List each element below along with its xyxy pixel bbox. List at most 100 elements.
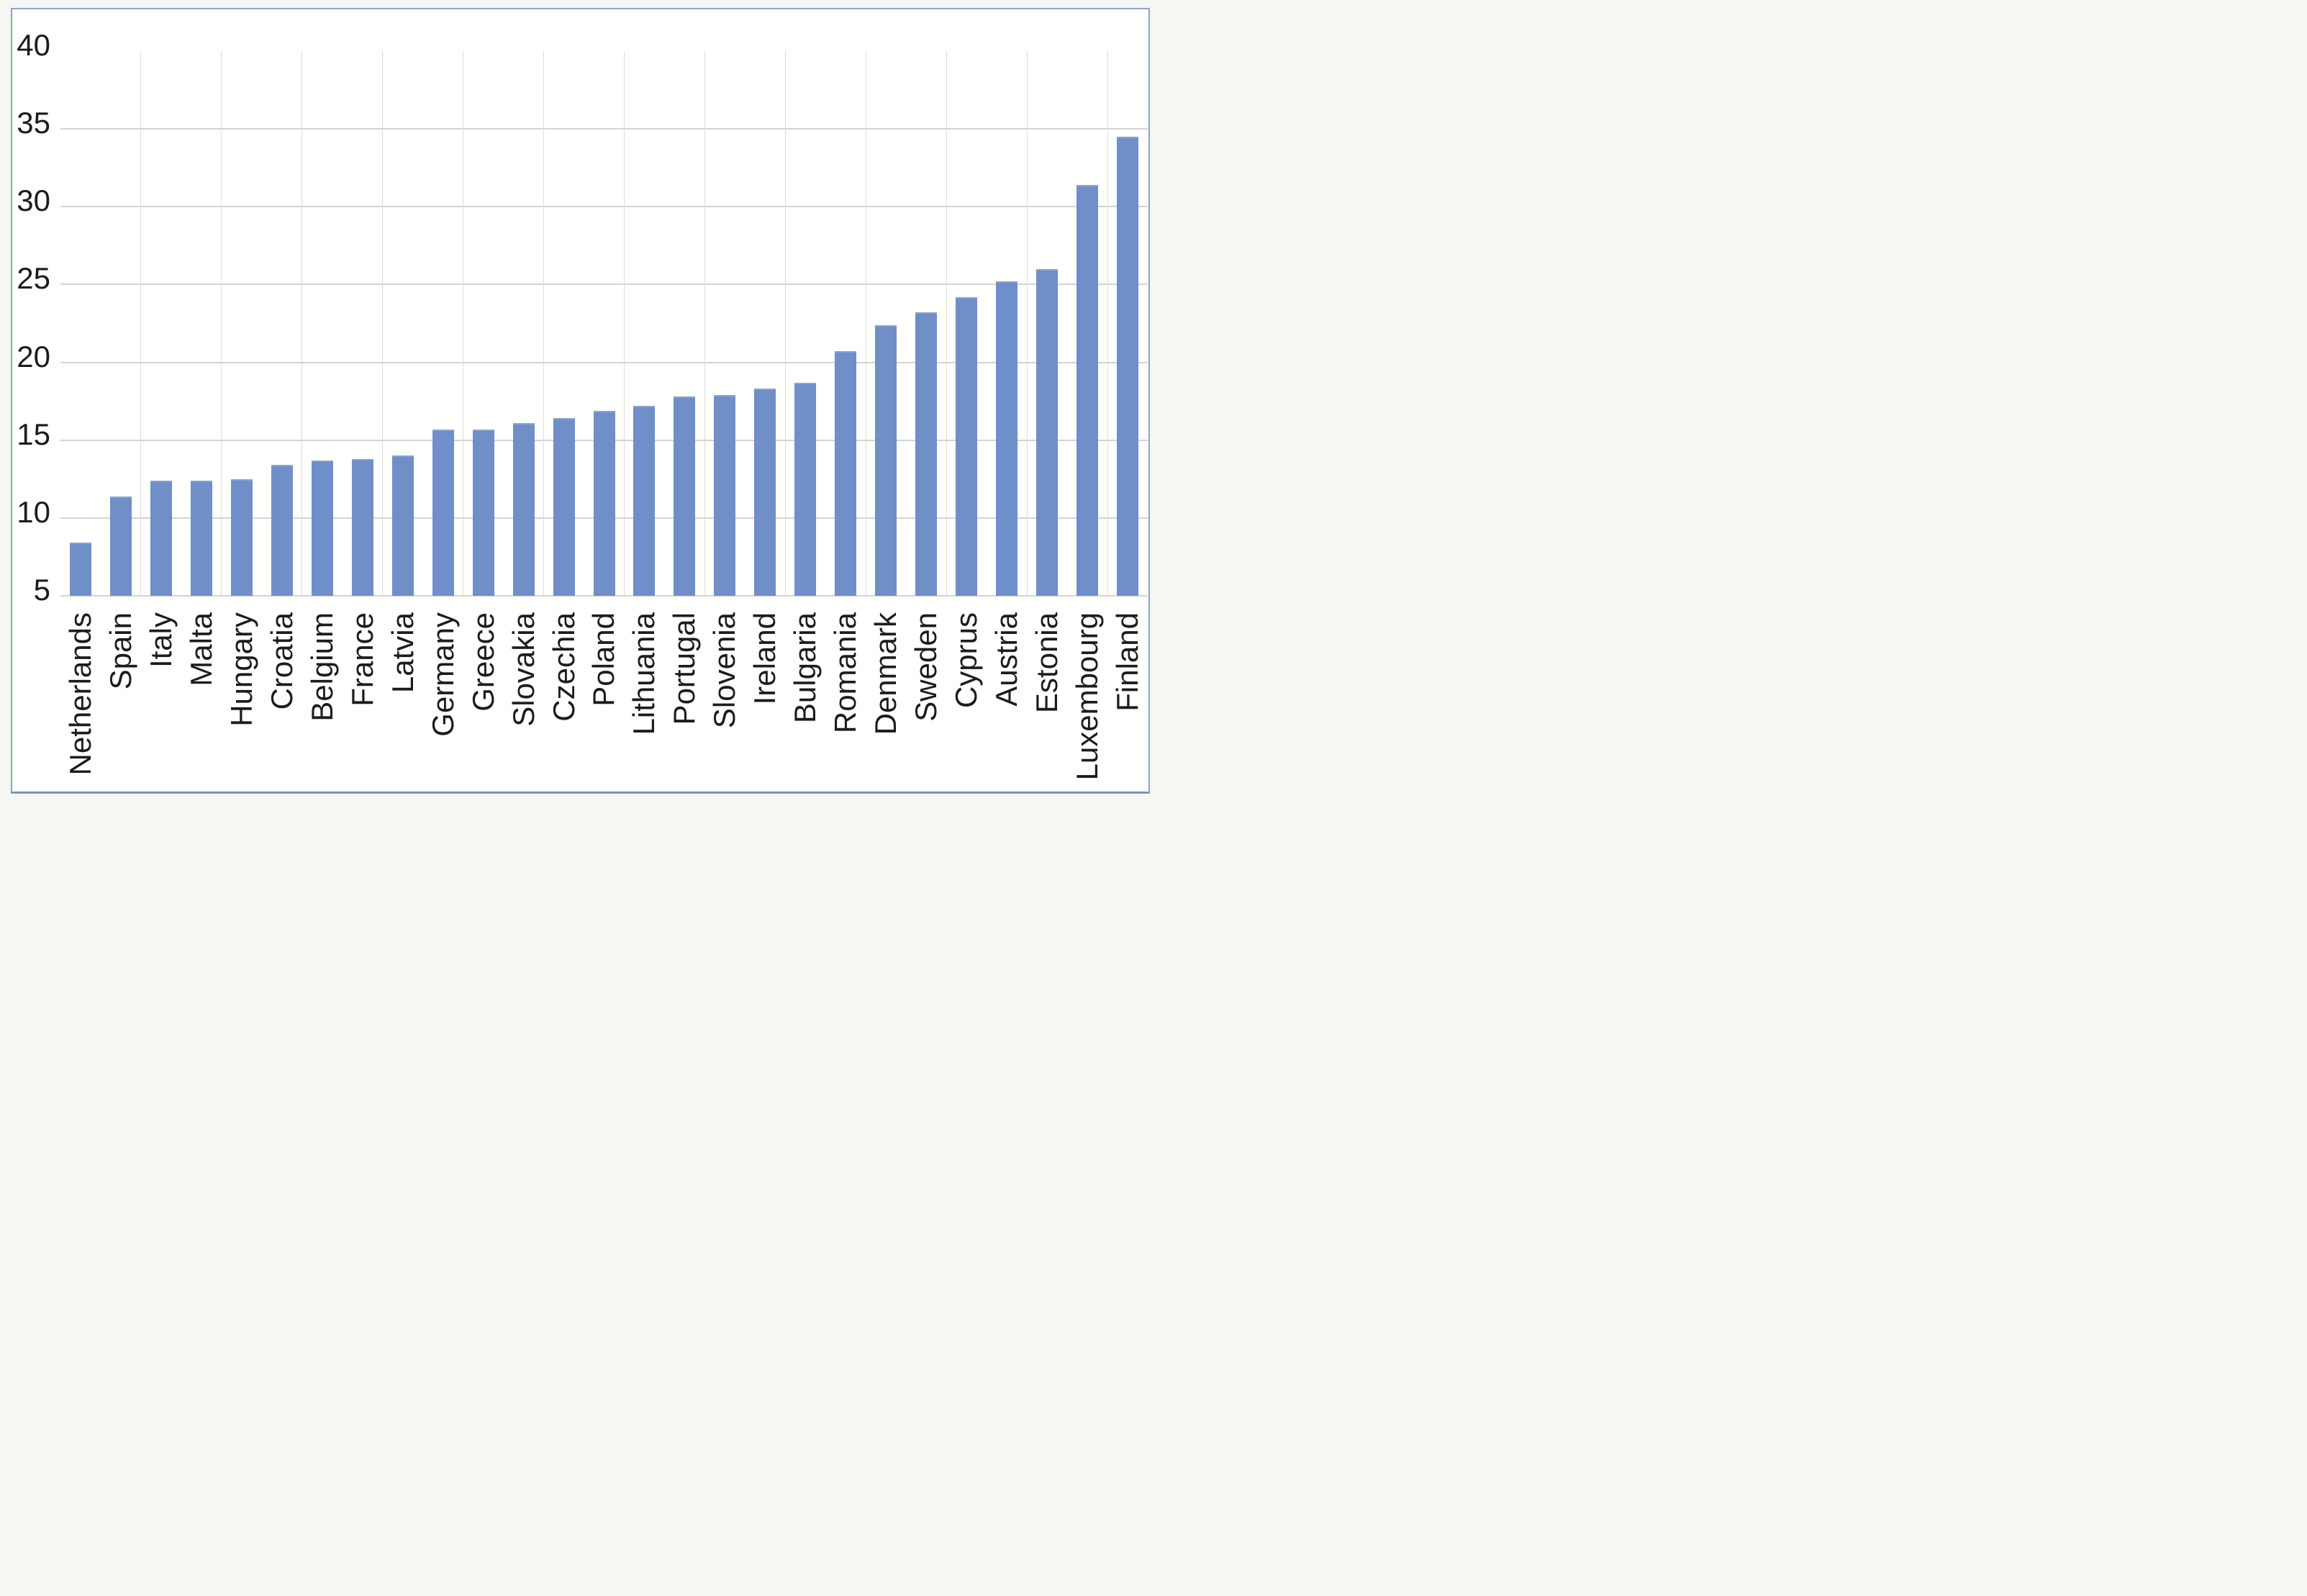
bar-croatia <box>271 465 293 596</box>
x-label-slot: Sweden <box>906 612 946 791</box>
y-tick-label-35: 35 <box>17 106 50 140</box>
bar-denmark <box>875 325 897 596</box>
x-label-malta: Malta <box>183 612 218 686</box>
vertical-gridline <box>623 51 625 596</box>
x-label-finland: Finland <box>1110 612 1144 712</box>
x-label-belgium: Belgium <box>304 612 339 722</box>
x-label-romania: Romania <box>828 612 863 734</box>
x-label-slot: Spain <box>101 612 141 791</box>
x-label-luxembourg: Luxembourg <box>1070 612 1105 781</box>
x-label-slot: Slovenia <box>704 612 745 791</box>
x-label-italy: Italy <box>143 612 178 668</box>
bar-france <box>351 458 373 596</box>
x-label-sweden: Sweden <box>909 612 943 722</box>
x-label-croatia: Croatia <box>264 612 299 710</box>
vertical-gridline <box>1107 51 1108 596</box>
x-label-slot: Belgium <box>302 612 343 791</box>
bar-lithuania <box>633 406 656 596</box>
x-label-slot: Ireland <box>745 612 785 791</box>
x-label-slot: Malta <box>181 612 222 791</box>
x-label-slovakia: Slovakia <box>506 612 540 727</box>
bar-cyprus <box>956 296 978 596</box>
x-label-slot: Lithuania <box>624 612 664 791</box>
bar-poland <box>593 410 615 596</box>
bar-portugal <box>674 396 696 596</box>
x-label-ireland: Ireland <box>748 612 782 705</box>
x-label-slot: Estonia <box>1027 612 1067 791</box>
x-label-slot: France <box>343 612 383 791</box>
x-label-slot: Finland <box>1107 612 1148 791</box>
x-label-netherlands: Netherlands <box>63 612 97 776</box>
bar-hungary <box>230 479 253 596</box>
y-tick-label-25: 25 <box>17 261 50 296</box>
x-label-france: France <box>345 612 379 707</box>
plot-area: 40 35 30 25 20 15 10 5 Netherlands Spain Italy Malt… <box>12 9 1148 792</box>
x-label-denmark: Denmark <box>869 612 903 735</box>
x-label-slot: Luxembourg <box>1067 612 1107 791</box>
x-label-slovenia: Slovenia <box>707 612 742 729</box>
x-label-greece: Greece <box>466 612 500 712</box>
bar-bulgaria <box>794 382 817 596</box>
x-label-slot: Denmark <box>866 612 906 791</box>
bar-belgium <box>311 460 333 596</box>
vertical-gridline <box>382 51 384 596</box>
x-label-slot: Greece <box>463 612 504 791</box>
y-tick-label-15: 15 <box>17 417 50 451</box>
x-label-cyprus: Cyprus <box>949 612 984 709</box>
y-tick-label-10: 10 <box>17 494 50 529</box>
x-label-austria: Austria <box>989 612 1024 707</box>
bar-luxembourg <box>1077 185 1099 596</box>
bar-romania <box>835 351 857 596</box>
bar-slovenia <box>714 394 736 596</box>
bar-spain <box>109 496 132 596</box>
chart-frame: 40 35 30 25 20 15 10 5 Netherlands Spain Italy Malt… <box>11 8 1150 794</box>
page-background: { "chart_data": { "type": "bar", "title"… <box>0 0 1154 798</box>
vertical-gridline <box>543 51 545 596</box>
x-label-latvia: Latvia <box>385 612 420 694</box>
x-label-slot: Croatia <box>262 612 302 791</box>
bar-finland <box>1117 136 1139 596</box>
y-tick-label-40: 40 <box>17 28 50 62</box>
x-label-slot: Austria <box>987 612 1027 791</box>
x-label-slot: Bulgaria <box>785 612 825 791</box>
horizontal-gridline-5 <box>60 595 1148 597</box>
horizontal-gridline-30 <box>60 206 1148 208</box>
bar-greece <box>472 429 494 596</box>
vertical-gridline <box>704 51 705 596</box>
bar-slovakia <box>512 422 535 596</box>
x-label-slot: Latvia <box>383 612 423 791</box>
x-label-estonia: Estonia <box>1030 612 1064 714</box>
vertical-gridline <box>784 51 786 596</box>
y-tick-label-20: 20 <box>17 339 50 373</box>
vertical-gridline <box>140 51 142 596</box>
x-label-slot: Slovakia <box>504 612 544 791</box>
vertical-gridline <box>221 51 222 596</box>
vertical-gridline <box>1026 51 1028 596</box>
bar-germany <box>432 429 454 596</box>
x-label-slot: Netherlands <box>60 612 101 791</box>
x-label-hungary: Hungary <box>224 612 258 727</box>
x-label-portugal: Portugal <box>667 612 702 725</box>
bar-czechia <box>553 418 575 596</box>
bar-netherlands <box>69 543 91 596</box>
y-tick-label-5: 5 <box>33 573 50 607</box>
x-label-czechia: Czechia <box>546 612 581 722</box>
bar-italy <box>150 480 172 596</box>
x-label-slot: Poland <box>584 612 625 791</box>
bar-estonia <box>1036 268 1059 596</box>
x-label-spain: Spain <box>103 612 137 690</box>
horizontal-gridline-20 <box>60 361 1148 363</box>
horizontal-gridline-25 <box>60 284 1148 286</box>
x-label-germany: Germany <box>425 612 460 737</box>
x-label-poland: Poland <box>586 612 621 707</box>
y-tick-label-30: 30 <box>17 183 50 218</box>
bar-latvia <box>391 455 414 596</box>
bar-malta <box>190 480 212 596</box>
x-label-slot: Portugal <box>664 612 704 791</box>
vertical-gridline <box>946 51 947 596</box>
x-label-bulgaria: Bulgaria <box>788 612 822 724</box>
bar-sweden <box>915 312 938 596</box>
x-label-slot: Czechia <box>544 612 584 791</box>
x-label-slot: Italy <box>141 612 181 791</box>
x-label-slot: Cyprus <box>946 612 987 791</box>
